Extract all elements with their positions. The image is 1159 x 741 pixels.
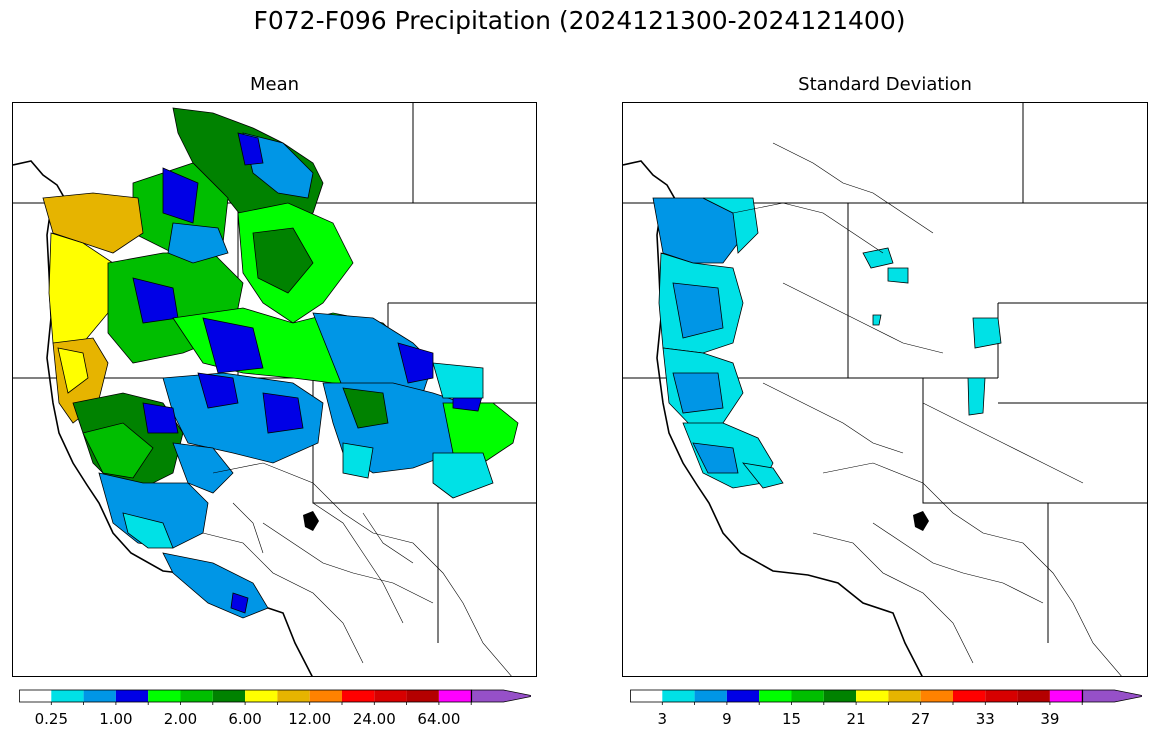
colorbar-segment <box>630 690 663 702</box>
stddev-coastline <box>623 160 923 676</box>
colorbar-tick-label: 39 <box>1040 710 1060 728</box>
colorbar-segment <box>51 690 84 702</box>
colorbar-tick-label: 1.00 <box>99 710 133 728</box>
colorbar-tick-label: 27 <box>911 710 931 728</box>
colorbar-segment <box>1049 690 1083 702</box>
colorbar-tick-label: 2.00 <box>163 710 198 728</box>
stddev-panel-title: Standard Deviation <box>798 74 972 95</box>
colorbar-segment <box>309 690 342 702</box>
colorbar-segment <box>115 690 149 702</box>
colorbar-segment <box>953 690 986 702</box>
colorbar-tick-label: 6.00 <box>228 710 262 728</box>
mean-map <box>12 102 537 677</box>
colorbar-extend-arrow <box>470 689 531 703</box>
colorbar-segment <box>823 690 857 702</box>
mean-panel-title: Mean <box>249 74 300 95</box>
colorbar-segment <box>888 690 921 702</box>
colorbar-segment <box>148 690 181 702</box>
colorbar-frame <box>630 689 1084 703</box>
colorbar-extend-arrow <box>1081 689 1142 703</box>
colorbar-segment <box>245 690 278 702</box>
colorbar-segment <box>212 690 246 702</box>
colorbar-segment <box>1017 690 1050 702</box>
colorbar-segment <box>856 690 889 702</box>
colorbar-tick-label: 21 <box>846 710 866 728</box>
colorbar-segment <box>759 690 792 702</box>
colorbar-segment <box>406 690 439 702</box>
figure-title: F072-F096 Precipitation (2024121300-2024… <box>253 6 906 35</box>
colorbar-segment <box>374 690 407 702</box>
colorbar-tick-label: 33 <box>975 710 995 728</box>
mean-colorbar <box>19 689 531 705</box>
stddev-colorbar <box>630 689 1142 705</box>
stddev-map <box>622 102 1148 677</box>
colorbar-tick-label: 15 <box>781 710 802 728</box>
colorbar-segment <box>694 690 727 702</box>
colorbar-segment <box>180 690 213 702</box>
colorbar-tick-label: 0.25 <box>34 710 68 728</box>
colorbar-segment <box>726 690 760 702</box>
colorbar-tick-label: 9 <box>722 710 732 728</box>
colorbar-segment <box>342 690 375 702</box>
colorbar-segment <box>19 690 52 702</box>
colorbar-segment <box>277 690 310 702</box>
colorbar-tick-label: 24.00 <box>352 710 396 728</box>
colorbar-tick-label: 12.00 <box>288 710 332 728</box>
colorbar-tick-label: 3 <box>657 710 668 728</box>
colorbar-segment <box>985 690 1018 702</box>
colorbar-frame <box>19 689 473 703</box>
colorbar-segment <box>438 690 472 702</box>
colorbar-tick-label: 64.00 <box>417 710 461 728</box>
colorbar-segment <box>920 690 953 702</box>
colorbar-segment <box>791 690 824 702</box>
colorbar-segment <box>662 690 695 702</box>
colorbar-segment <box>83 690 116 702</box>
